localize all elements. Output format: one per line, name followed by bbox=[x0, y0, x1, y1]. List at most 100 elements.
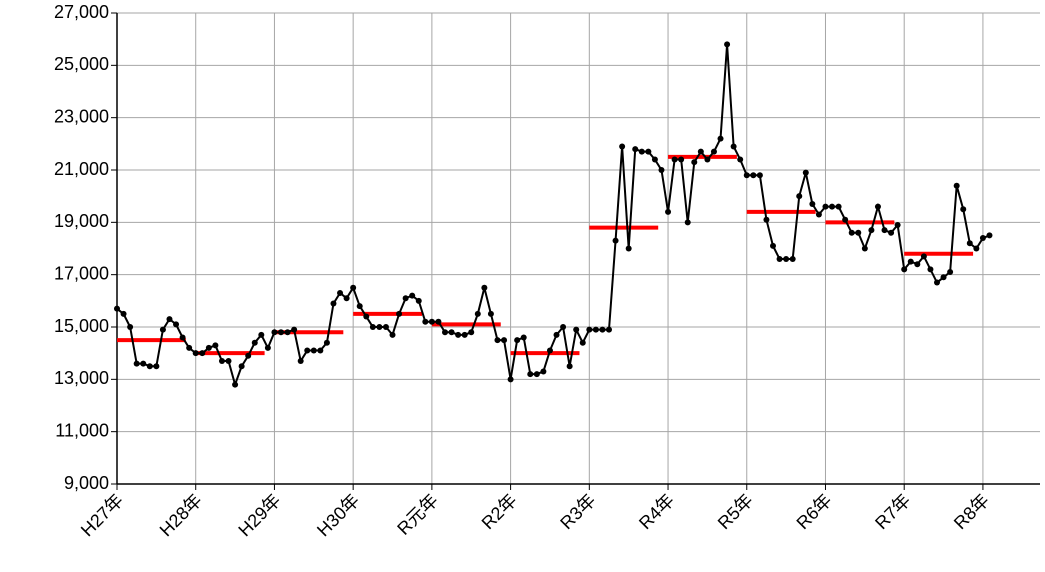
point bbox=[278, 329, 284, 336]
point bbox=[114, 305, 120, 312]
point bbox=[330, 300, 337, 307]
point bbox=[710, 148, 717, 155]
x-tick-label: R8年 bbox=[950, 490, 993, 533]
y-tick-label: 19,000 bbox=[54, 211, 109, 231]
point bbox=[382, 324, 389, 330]
x-tick-label: H27年 bbox=[77, 490, 127, 540]
y-tick-label: 23,000 bbox=[54, 106, 109, 126]
point bbox=[599, 326, 606, 333]
x-tick-label: R6年 bbox=[793, 490, 836, 533]
point bbox=[829, 203, 836, 210]
y-tick-label: 13,000 bbox=[54, 368, 109, 388]
point bbox=[979, 235, 986, 242]
point bbox=[487, 310, 494, 317]
point bbox=[586, 326, 593, 333]
point bbox=[514, 337, 521, 344]
point bbox=[861, 245, 868, 252]
point bbox=[337, 289, 344, 296]
x-tick-label: R5年 bbox=[714, 490, 757, 533]
point bbox=[868, 227, 875, 234]
point bbox=[520, 334, 527, 341]
point bbox=[284, 329, 291, 336]
point bbox=[533, 371, 540, 378]
point bbox=[127, 324, 134, 330]
x-tick-label: R4年 bbox=[635, 490, 678, 533]
point bbox=[678, 156, 685, 163]
point bbox=[363, 313, 370, 320]
point bbox=[317, 347, 324, 354]
point bbox=[606, 326, 612, 333]
point bbox=[199, 350, 206, 357]
point bbox=[494, 337, 501, 344]
point bbox=[986, 232, 993, 239]
point bbox=[973, 245, 980, 252]
point bbox=[343, 295, 350, 302]
point bbox=[632, 146, 639, 153]
point bbox=[133, 360, 140, 367]
x-tick-label: R2年 bbox=[478, 490, 521, 533]
point bbox=[848, 229, 855, 236]
point bbox=[146, 363, 153, 370]
point bbox=[855, 229, 862, 236]
point bbox=[730, 143, 737, 150]
point bbox=[218, 358, 225, 365]
point bbox=[658, 167, 665, 173]
point bbox=[481, 284, 488, 291]
x-tick-label: H29年 bbox=[234, 490, 284, 540]
point bbox=[507, 376, 514, 383]
point bbox=[592, 326, 599, 333]
point bbox=[389, 331, 396, 338]
y-tick-label: 25,000 bbox=[54, 54, 109, 74]
y-tick-label: 15,000 bbox=[54, 316, 109, 336]
point bbox=[461, 331, 468, 338]
point bbox=[815, 211, 822, 218]
point bbox=[527, 371, 534, 378]
point bbox=[350, 284, 357, 291]
y-tick-label: 17,000 bbox=[54, 263, 109, 283]
point bbox=[304, 347, 311, 354]
point bbox=[546, 347, 553, 354]
point bbox=[166, 316, 173, 323]
point bbox=[822, 203, 829, 210]
point bbox=[697, 148, 704, 155]
point bbox=[625, 245, 632, 252]
point bbox=[717, 135, 724, 142]
point bbox=[776, 255, 783, 262]
point bbox=[501, 337, 508, 344]
point bbox=[888, 229, 895, 236]
point bbox=[619, 143, 626, 150]
point bbox=[396, 310, 403, 317]
point bbox=[802, 169, 809, 176]
point bbox=[783, 255, 790, 262]
point bbox=[238, 363, 245, 370]
point bbox=[874, 203, 881, 210]
point bbox=[435, 318, 442, 325]
point bbox=[770, 242, 776, 249]
point bbox=[442, 329, 448, 336]
point bbox=[120, 310, 127, 317]
x-tick-label: H28年 bbox=[156, 490, 206, 540]
point bbox=[671, 156, 678, 163]
point bbox=[612, 237, 619, 244]
point bbox=[186, 344, 193, 351]
point bbox=[966, 240, 973, 247]
point bbox=[920, 253, 927, 260]
point bbox=[796, 193, 803, 200]
point bbox=[927, 266, 934, 273]
point bbox=[553, 331, 560, 338]
point bbox=[560, 324, 567, 330]
point bbox=[960, 206, 967, 213]
point bbox=[448, 329, 455, 336]
point bbox=[415, 297, 422, 304]
point bbox=[422, 318, 429, 325]
point bbox=[704, 156, 711, 163]
point bbox=[842, 216, 849, 223]
point bbox=[953, 182, 960, 189]
y-tick-label: 27,000 bbox=[54, 2, 109, 22]
point bbox=[835, 203, 842, 210]
point bbox=[225, 358, 232, 365]
point bbox=[940, 274, 947, 281]
point bbox=[809, 201, 816, 208]
point bbox=[264, 344, 271, 351]
point bbox=[934, 279, 940, 286]
